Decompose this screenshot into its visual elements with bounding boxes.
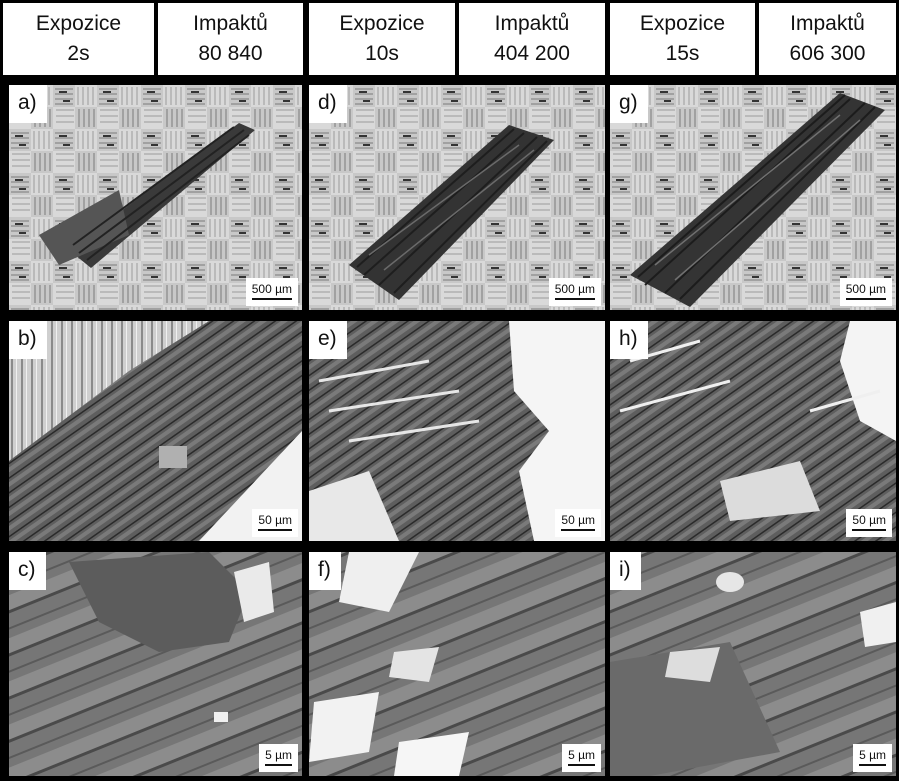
scale-bar-line-h xyxy=(852,529,886,531)
panel-label-b: b) xyxy=(9,321,47,359)
scale-bar-line-g xyxy=(845,298,886,300)
scale-bar-f: 5 µm xyxy=(562,744,601,772)
scale-bar-label-f: 5 µm xyxy=(568,748,595,762)
scale-bar-c: 5 µm xyxy=(259,744,298,772)
scale-bar-label-c: 5 µm xyxy=(265,748,292,762)
micrograph-panel-i: i) 5 µm xyxy=(610,552,896,776)
scale-bar-line-e xyxy=(561,529,595,531)
header-exposure-15s: Expozice 15s xyxy=(610,3,755,75)
scale-bar-line-i xyxy=(859,764,886,766)
header-impacts-10s: Impaktů 404 200 xyxy=(459,3,605,75)
scale-bar-b: 50 µm xyxy=(252,509,298,537)
header-exposure-10s: Expozice 10s xyxy=(309,3,455,75)
micrograph-panel-c: c) 5 µm xyxy=(9,552,302,776)
sem-image-d xyxy=(309,85,605,310)
sem-image-f xyxy=(309,552,605,776)
scale-bar-line-d xyxy=(554,298,595,300)
scale-bar-line-a xyxy=(251,298,292,300)
panel-label-c: c) xyxy=(9,552,46,590)
scale-bar-d: 500 µm xyxy=(548,278,601,306)
sem-image-g xyxy=(610,85,896,310)
sem-image-a xyxy=(9,85,302,310)
scale-bar-a: 500 µm xyxy=(245,278,298,306)
scale-bar-i: 5 µm xyxy=(853,744,892,772)
header-impacts-2s: Impaktů 80 840 xyxy=(158,3,303,75)
panel-label-i: i) xyxy=(610,552,641,590)
sem-image-b xyxy=(9,321,302,541)
header-exposure-2s: Expozice 2s xyxy=(3,3,154,75)
panel-label-g: g) xyxy=(610,85,648,123)
panel-label-f: f) xyxy=(309,552,341,590)
scale-bar-label-e: 50 µm xyxy=(561,513,595,527)
micrograph-panel-e: e) 50 µm xyxy=(309,321,605,541)
scale-bar-e: 50 µm xyxy=(555,509,601,537)
scale-bar-label-a: 500 µm xyxy=(251,282,292,296)
micrograph-panel-b: b) 50 µm xyxy=(9,321,302,541)
micrograph-panel-f: f) 5 µm xyxy=(309,552,605,776)
micrograph-panel-h: h) 50 µm xyxy=(610,321,896,541)
scale-bar-label-d: 500 µm xyxy=(554,282,595,296)
micrograph-panel-a: a) 500 µm xyxy=(9,85,302,310)
scale-bar-line-f xyxy=(568,764,595,766)
micrograph-panel-d: d) 500 µm xyxy=(309,85,605,310)
scale-bar-h: 50 µm xyxy=(846,509,892,537)
panel-label-d: d) xyxy=(309,85,347,123)
sem-image-c xyxy=(9,552,302,776)
header-impacts-15s: Impaktů 606 300 xyxy=(759,3,896,75)
scale-bar-label-g: 500 µm xyxy=(845,282,886,296)
sem-image-h xyxy=(610,321,896,541)
scale-bar-line-b xyxy=(258,529,292,531)
scale-bar-line-c xyxy=(265,764,292,766)
panel-label-h: h) xyxy=(610,321,648,359)
panel-label-e: e) xyxy=(309,321,347,359)
panel-label-a: a) xyxy=(9,85,47,123)
scale-bar-g: 500 µm xyxy=(839,278,892,306)
scale-bar-label-h: 50 µm xyxy=(852,513,886,527)
sem-image-i xyxy=(610,552,896,776)
micrograph-panel-g: g) 500 µm xyxy=(610,85,896,310)
scale-bar-label-i: 5 µm xyxy=(859,748,886,762)
scale-bar-label-b: 50 µm xyxy=(258,513,292,527)
sem-image-e xyxy=(309,321,605,541)
